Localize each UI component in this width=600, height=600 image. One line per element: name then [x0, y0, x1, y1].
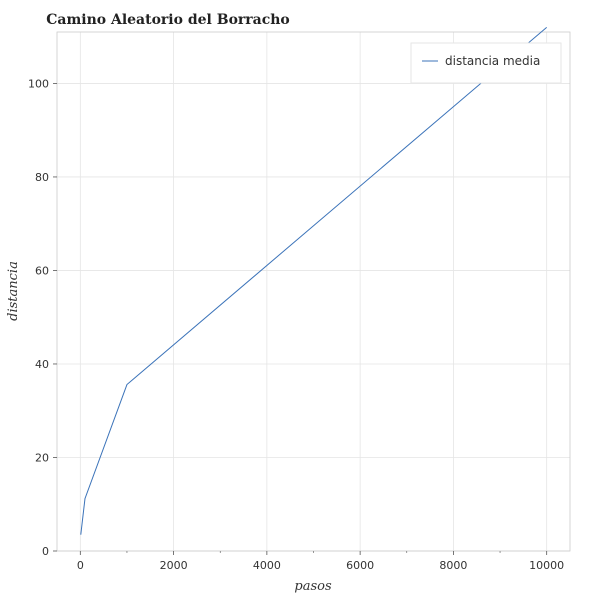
series-line-0	[80, 26, 548, 535]
y-tick-label: 100	[28, 77, 49, 90]
y-ticks: 0 20 40 60 80 100	[28, 77, 57, 558]
legend-box	[410, 42, 562, 84]
plot-frame	[56, 31, 571, 552]
y-tick-label: 20	[35, 451, 49, 464]
x-axis-label: pasos	[294, 579, 332, 594]
y-tick-label: 0	[42, 545, 49, 558]
y-tick-label: 40	[35, 358, 49, 371]
y-axis-label: distancia	[6, 261, 21, 321]
x-tick-label: 10000	[529, 559, 564, 572]
chart-title: Camino Aleatorio del Borracho	[46, 12, 290, 28]
plot-area	[80, 26, 548, 535]
x-tick-label: 4000	[253, 559, 281, 572]
legend-label: distancia media	[445, 54, 540, 68]
x-tick-label: 8000	[439, 559, 467, 572]
y-tick-label: 60	[35, 264, 49, 277]
y-tick-label: 80	[35, 171, 49, 184]
grid	[57, 32, 570, 552]
x-tick-label: 6000	[346, 559, 374, 572]
x-tick-label: 0	[77, 559, 84, 572]
legend: distancia media	[410, 42, 562, 84]
x-tick-label: 2000	[160, 559, 188, 572]
x-ticks: 0 2000 4000 6000 8000 10000	[77, 551, 564, 572]
